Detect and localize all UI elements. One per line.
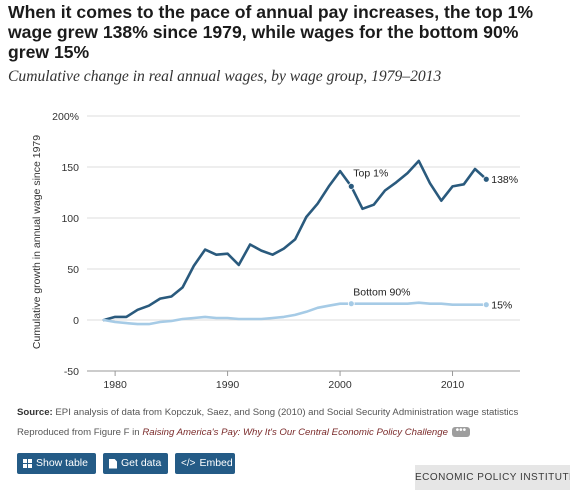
document-icon <box>109 458 117 469</box>
series-end-label: 138% <box>491 174 518 186</box>
y-tick-label: 200% <box>52 111 79 123</box>
embed-label: Embed <box>199 457 233 469</box>
more-button[interactable]: ••• <box>451 426 470 438</box>
x-tick-label: 1980 <box>103 379 127 391</box>
x-tick-label: 2010 <box>441 379 465 391</box>
source-note: Source: EPI analysis of data from Kopczu… <box>17 407 518 418</box>
y-tick-label: 100 <box>61 213 79 225</box>
x-tick-label: 2000 <box>328 379 352 391</box>
x-tick-label: 1990 <box>216 379 240 391</box>
y-tick-label: -50 <box>64 366 79 378</box>
y-tick-label: 50 <box>67 264 79 276</box>
data-point <box>482 301 490 309</box>
data-point <box>482 175 490 183</box>
get-data-label: Get data <box>121 457 162 469</box>
chart-subtitle: Cumulative change in real annual wages, … <box>8 68 442 85</box>
data-point <box>347 182 355 190</box>
series-end-label: 15% <box>491 300 512 312</box>
line-chart: -50 0 50 100 150 200% 1980 1990 2000 2010 Cumulat… <box>31 111 520 391</box>
y-tick-label: 0 <box>73 315 79 327</box>
reproduced-prefix: Reproduced from Figure F in <box>17 427 143 438</box>
data-point <box>347 300 355 308</box>
series-line <box>102 159 488 322</box>
series-label: Top 1% <box>353 167 388 179</box>
table-icon <box>23 459 32 468</box>
brand-logo: ECONOMIC POLICY INSTITUTE <box>415 465 570 490</box>
source-label: Source: <box>17 407 53 418</box>
chart-axes: -50 0 50 100 150 200% 1980 1990 2000 2010 <box>52 111 520 391</box>
show-table-button[interactable]: Show table <box>17 453 96 474</box>
code-icon: </> <box>181 457 196 469</box>
show-table-label: Show table <box>36 457 88 469</box>
y-tick-label: 150 <box>61 162 79 174</box>
reproduced-note: Reproduced from Figure F in Raising Amer… <box>17 426 470 438</box>
series-label: Bottom 90% <box>353 287 410 299</box>
chart-gridlines <box>87 115 520 372</box>
y-axis-label: Cumulative growth in annual wage since 1… <box>31 135 43 349</box>
source-text: EPI analysis of data from Kopczuk, Saez,… <box>52 407 519 418</box>
get-data-button[interactable]: Get data <box>103 453 168 474</box>
chart-title: When it comes to the pace of annual pay … <box>8 2 534 62</box>
embed-button[interactable]: </> Embed <box>175 453 235 474</box>
series-line <box>102 301 488 326</box>
chart-series: Top 1% 138% Bottom 90% 15% <box>102 159 518 326</box>
publication-link[interactable]: Raising America's Pay: Why It's Our Cent… <box>142 427 448 438</box>
